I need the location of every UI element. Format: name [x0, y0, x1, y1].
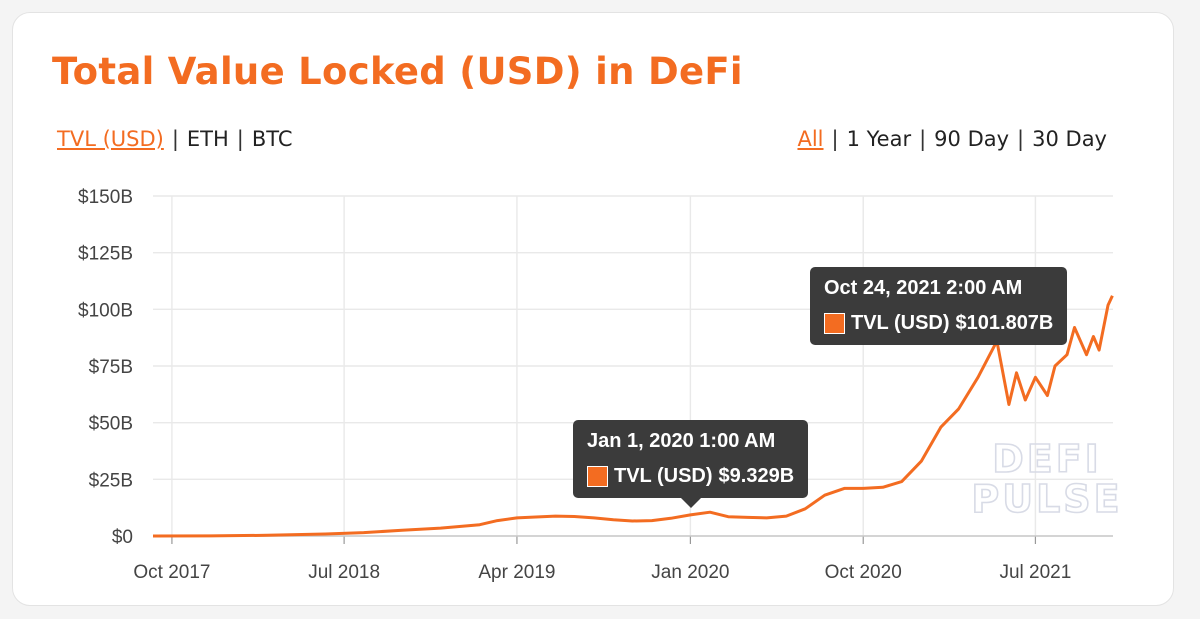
metric-option-eth[interactable]: ETH — [186, 127, 229, 151]
tooltip-series-name: TVL (USD) — [851, 312, 950, 334]
chart-title: Total Value Locked (USD) in DeFi — [52, 50, 743, 93]
y-axis: $0 $25B $50B $75B $100B $125B $150B — [78, 187, 133, 548]
x-tick-label: Oct 2020 — [825, 562, 902, 583]
metric-selector: TVL (USD) | ETH | BTC — [57, 127, 293, 151]
y-tick-label: $100B — [78, 300, 133, 321]
range-option-all[interactable]: All — [797, 127, 824, 151]
y-tick-label: $150B — [78, 187, 133, 208]
y-tick-label: $125B — [78, 244, 133, 265]
x-tick-label: Jul 2021 — [999, 562, 1071, 583]
tooltip-value: $9.329B — [718, 465, 795, 487]
range-option-30-day[interactable]: 30 Day — [1032, 127, 1107, 151]
tooltip-jan-2020: Jan 1, 2020 1:00 AM TVL (USD) $9.329B — [573, 420, 809, 508]
y-tick-label: $75B — [89, 357, 133, 378]
series-swatch-icon — [824, 313, 845, 334]
option-separator: | — [831, 127, 839, 151]
option-separator: | — [171, 127, 179, 151]
range-selector: All | 1 Year | 90 Day | 30 Day — [797, 127, 1107, 151]
x-tick-label: Jan 2020 — [651, 562, 729, 583]
x-axis: Oct 2017 Jul 2018 Apr 2019 Jan 2020 Oct 2020… — [133, 535, 1113, 583]
x-tick-label: Jul 2018 — [308, 562, 380, 583]
watermark-line2: PULSE — [971, 477, 1122, 521]
tooltip-oct-2021: Oct 24, 2021 2:00 AM TVL (USD) $101.807B — [810, 267, 1068, 345]
y-tick-label: $50B — [89, 414, 133, 435]
tooltip-pointer — [680, 498, 701, 508]
tooltip-series-name: TVL (USD) — [614, 465, 713, 487]
watermark-line1: DEFI — [992, 437, 1102, 481]
x-tick-label: Apr 2019 — [478, 562, 555, 583]
option-separator: | — [236, 127, 244, 151]
metric-option-tvl-usd[interactable]: TVL (USD) — [57, 127, 164, 151]
series-line-tvl — [152, 295, 1114, 538]
tooltip-date: Jan 1, 2020 1:00 AM — [587, 430, 776, 452]
x-tick-label: Oct 2017 — [133, 562, 210, 583]
metric-option-btc[interactable]: BTC — [251, 127, 293, 151]
series-swatch-icon — [587, 466, 608, 487]
defi-pulse-watermark: DEFI PULSE — [971, 436, 1122, 522]
option-separator: | — [919, 127, 927, 151]
tooltip-date: Oct 24, 2021 2:00 AM — [824, 277, 1023, 299]
y-tick-label: $25B — [89, 470, 133, 491]
range-option-90-day[interactable]: 90 Day — [934, 127, 1010, 151]
range-option-1-year[interactable]: 1 Year — [846, 127, 912, 151]
tooltip-value: $101.807B — [955, 312, 1054, 334]
series-layer — [152, 295, 1114, 538]
y-tick-label: $0 — [112, 527, 133, 548]
option-separator: | — [1017, 127, 1025, 151]
